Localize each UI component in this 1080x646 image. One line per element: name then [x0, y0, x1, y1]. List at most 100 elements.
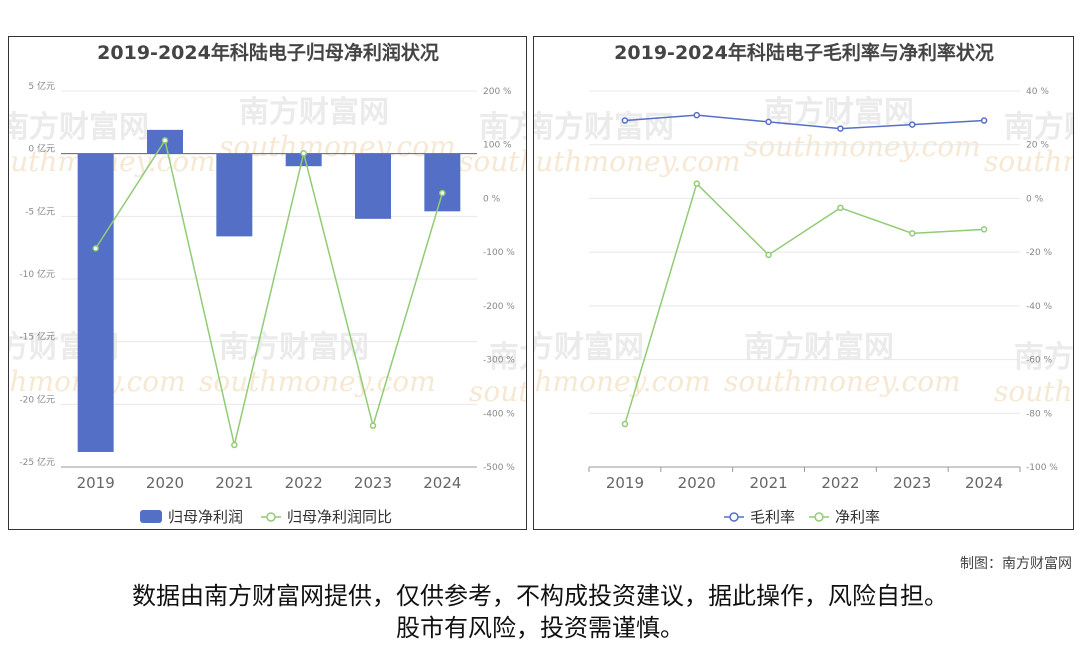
chart-title: 2019-2024年科陆电子毛利率与净利率状况: [614, 41, 994, 64]
legend-swatch-bar: [140, 510, 162, 523]
y-left-tick-label: -10 亿元: [19, 268, 55, 280]
disclaimer-line-2: 股市有风险，投资需谨慎。: [396, 614, 684, 642]
x-tick-label: 2022: [285, 474, 323, 492]
y-right-tick-label: 40 %: [1026, 87, 1049, 97]
series-line-gross-margin: [624, 114, 985, 130]
x-tick-label: 2020: [678, 474, 716, 492]
x-tick-label: 2022: [821, 474, 859, 492]
y-left-tick-label: -20 亿元: [19, 393, 55, 405]
point-yoy-2022: [300, 150, 307, 157]
point-net-2020: [693, 180, 700, 187]
watermark-text: southmoney.com: [984, 145, 1074, 178]
profit-chart-svg: 南方财富网southmoney.com南方财富网southmoney.com南方…: [9, 41, 527, 526]
margin-chart-panel: 南方财富网southmoney.com南方财富网southmoney.com南方…: [533, 36, 1074, 530]
chart-credit: 制图：南方财富网: [960, 556, 1072, 572]
x-tick-label: 2020: [146, 474, 184, 492]
watermark-text: southmoney.com: [724, 365, 961, 398]
point-yoy-2024: [439, 189, 446, 197]
y-right-tick-label: 0 %: [483, 194, 501, 204]
watermark-text: 南方财富网: [479, 110, 527, 145]
y-right-tick-label: -500 %: [483, 463, 515, 473]
y-right-tick-label: 200 %: [483, 87, 512, 97]
watermark-text: southmoney.com: [534, 145, 741, 178]
x-tick-label: 2023: [354, 474, 392, 492]
watermark-text: 南方财富网: [219, 330, 369, 365]
x-tick-label: 2023: [893, 474, 931, 492]
watermark-text: 南方财富网: [534, 110, 674, 145]
legend-label: 毛利率: [750, 508, 795, 526]
y-right-tick-label: -80 %: [1026, 409, 1053, 419]
x-tick-label: 2021: [749, 474, 787, 492]
y-right-tick-label: -40 %: [1026, 302, 1053, 312]
point-gross-2023: [909, 121, 916, 128]
point-net-2021: [765, 251, 772, 259]
y-left-tick-label: 0 亿元: [28, 143, 55, 155]
bar-2023: [355, 153, 391, 219]
watermark-text: 南方财富网: [1014, 340, 1074, 375]
point-net-2024: [980, 226, 988, 233]
bar-2021: [216, 153, 253, 237]
watermark-text: southmoney.com: [459, 145, 527, 178]
x-tick-label: 2024: [423, 474, 461, 492]
margin-chart-svg: 南方财富网southmoney.com南方财富网southmoney.com南方…: [534, 41, 1074, 526]
watermark-text: southmoney.com: [199, 365, 436, 398]
point-gross-2021: [765, 118, 772, 126]
point-net-2019: [621, 420, 629, 428]
legend-label: 净利率: [835, 508, 880, 526]
watermark-text: southmoney.com: [219, 130, 456, 163]
series-line-net-margin: [624, 182, 985, 425]
y-left-tick-label: 5 亿元: [28, 80, 55, 92]
point-gross-2024: [980, 117, 988, 124]
y-left-tick-label: -25 亿元: [19, 456, 55, 468]
watermark-text: 南方财富网: [489, 340, 527, 375]
y-right-tick-label: -20 %: [1026, 248, 1053, 258]
y-right-tick-label: 0 %: [1026, 194, 1044, 204]
watermark-text: southmoney.com: [534, 365, 711, 398]
disclaimer-line-1: 数据由南方财富网提供，仅供参考，不构成投资建议，据此操作，风险自担。: [132, 582, 948, 610]
y-right-tick-label: -200 %: [483, 302, 515, 312]
point-net-2022: [837, 204, 844, 212]
y-right-tick-label: -400 %: [483, 409, 515, 419]
y-right-tick-label: -100 %: [483, 248, 515, 258]
watermark-text: southmoney.com: [744, 130, 981, 163]
legend-label: 归母净利润: [168, 508, 243, 526]
legend: 归母净利润 归母净利润同比: [140, 508, 392, 526]
point-yoy-2021: [231, 441, 238, 449]
watermark-text: 南方财富网: [1004, 110, 1074, 145]
y-left-tick-label: -5 亿元: [25, 205, 55, 217]
bar-2019: [77, 153, 114, 452]
legend-swatch-marker: [814, 512, 824, 522]
watermark-text: 南方财富网: [764, 95, 914, 130]
watermark-text: 南方财富网: [9, 110, 149, 145]
profit-chart-panel: 南方财富网southmoney.com南方财富网southmoney.com南方…: [8, 36, 527, 530]
watermark-text: southmoney.com: [994, 375, 1074, 408]
series-line-yoy: [95, 138, 444, 446]
watermark-text: 南方财富网: [239, 95, 389, 130]
watermark-layer: 南方财富网southmoney.com南方财富网southmoney.com南方…: [534, 95, 1074, 408]
legend-swatch-marker: [729, 512, 739, 522]
y-right-tick-label: -60 %: [1026, 356, 1053, 366]
watermark-text: southmoney.com: [469, 375, 527, 408]
legend: 毛利率 净利率: [724, 508, 880, 526]
point-yoy-2023: [369, 422, 377, 429]
bar-2022: [285, 153, 322, 167]
x-tick-label: 2019: [606, 474, 644, 492]
bar-2024: [424, 153, 461, 212]
point-gross-2019: [621, 117, 629, 124]
point-yoy-2019: [92, 245, 99, 252]
point-yoy-2020: [161, 137, 169, 144]
legend-swatch-marker: [266, 512, 276, 522]
point-gross-2020: [693, 111, 700, 119]
point-net-2023: [909, 230, 916, 237]
legend-label: 归母净利润同比: [287, 508, 392, 526]
chart-title: 2019-2024年科陆电子归母净利润状况: [97, 41, 439, 64]
point-gross-2022: [837, 125, 844, 132]
x-tick-label: 2019: [77, 474, 115, 492]
y-right-tick-label: -100 %: [1026, 463, 1058, 473]
y-right-tick-label: 20 %: [1026, 141, 1049, 151]
y-left-tick-label: -15 亿元: [19, 331, 55, 343]
y-right-tick-label: 100 %: [483, 141, 512, 151]
x-tick-label: 2021: [215, 474, 253, 492]
x-tick-label: 2024: [965, 474, 1003, 492]
y-right-tick-label: -300 %: [483, 356, 515, 366]
